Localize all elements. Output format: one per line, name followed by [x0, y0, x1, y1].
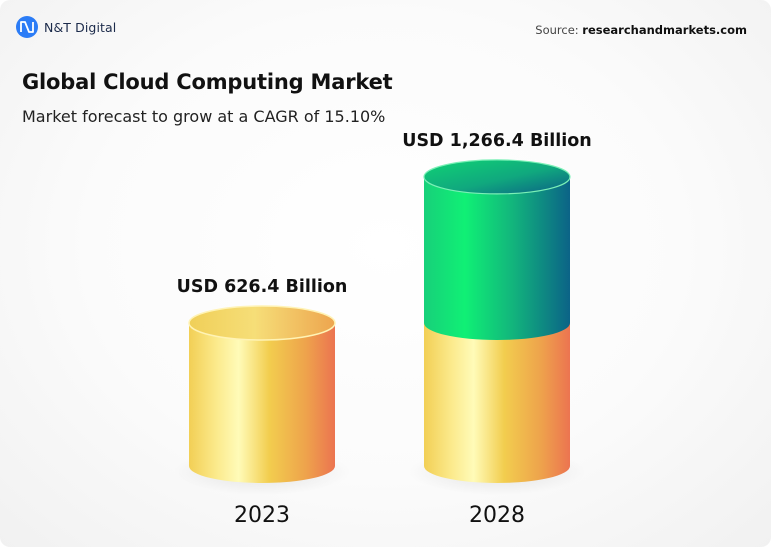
source-value: researchandmarkets.com — [582, 23, 747, 37]
category-label-2028: 2028 — [469, 503, 525, 528]
bar-top-2028 — [423, 159, 571, 195]
source-credit: Source: researchandmarkets.com — [535, 23, 747, 37]
bar-base-segment-2028 — [424, 323, 570, 483]
bar-2023 — [189, 323, 335, 483]
category-label-2023: 2023 — [234, 503, 290, 528]
chart-subtitle: Market forecast to grow at a CAGR of 15.… — [22, 107, 386, 126]
brand: N&T Digital — [16, 16, 116, 38]
nt-monogram-icon — [16, 16, 38, 38]
value-label-2023: USD 626.4 Billion — [177, 277, 348, 297]
brand-name: N&T Digital — [44, 19, 117, 35]
source-label: Source: — [535, 23, 579, 37]
bar-top-2023 — [188, 305, 336, 341]
chart-title: Global Cloud Computing Market — [22, 70, 393, 94]
value-label-2028: USD 1,266.4 Billion — [402, 131, 592, 151]
bar-growth-segment-2028 — [424, 176, 570, 340]
